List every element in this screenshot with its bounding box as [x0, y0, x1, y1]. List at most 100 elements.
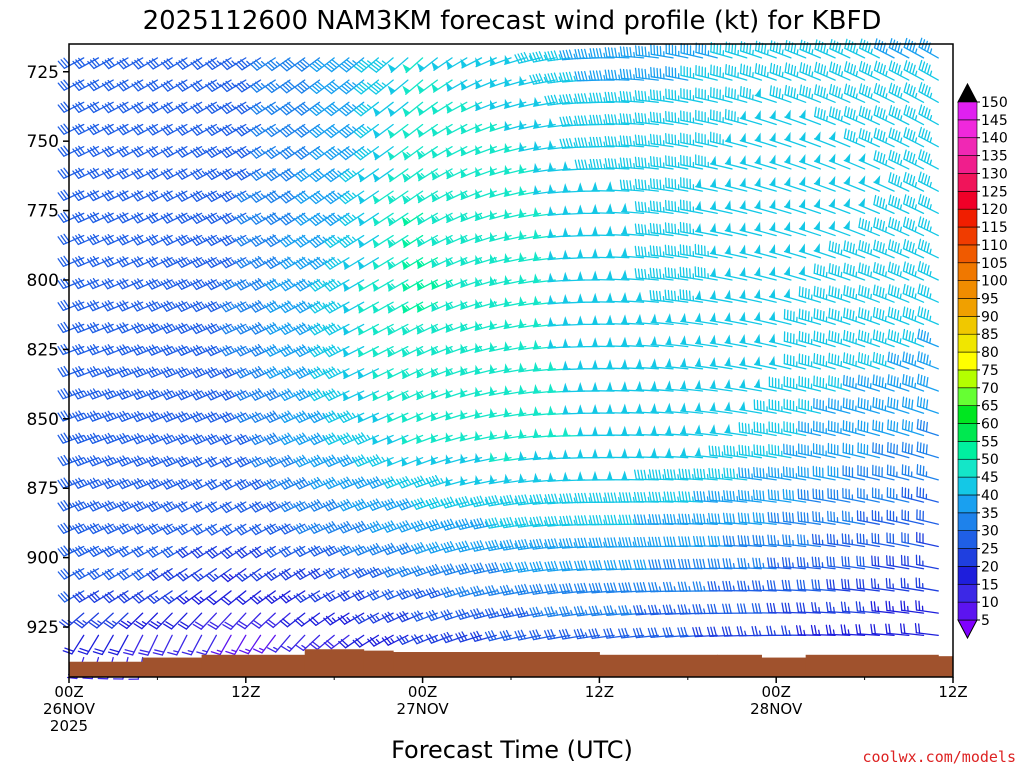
wind-barb [902, 283, 925, 303]
wind-barb [665, 110, 689, 126]
wind-barb [647, 604, 674, 616]
wind-barb [650, 335, 674, 348]
wind-barb [440, 541, 468, 554]
x-tick-label: 12Z [585, 683, 614, 701]
wind-barb [591, 315, 615, 326]
wind-barb [485, 495, 512, 507]
wind-barb [648, 491, 674, 503]
wind-barb [386, 257, 409, 270]
wind-barb [619, 157, 645, 170]
wind-barb [663, 468, 689, 481]
wind-barb [387, 146, 409, 161]
wind-barb [279, 101, 306, 116]
wind-barb [647, 627, 674, 639]
wind-barb [753, 466, 777, 481]
colorbar-label: 75 [981, 363, 999, 379]
wind-barb [337, 234, 365, 248]
wind-barb [695, 109, 718, 126]
wind-barb [573, 628, 601, 640]
wind-barb [918, 37, 939, 59]
colorbar-label: 125 [981, 184, 1008, 200]
wind-barb [264, 190, 291, 204]
wind-barb [210, 634, 232, 656]
wind-barb [249, 79, 276, 93]
wind-barb [619, 179, 645, 192]
wind-barb [308, 168, 335, 183]
wind-barb [514, 494, 542, 506]
wind-barb [620, 358, 645, 370]
wind-barb [118, 612, 144, 630]
wind-barb [559, 515, 586, 527]
colorbar-swatch [957, 458, 978, 478]
wind-barb [485, 539, 512, 552]
wind-barb [679, 221, 704, 237]
wind-barb [917, 193, 939, 215]
wind-barb [635, 291, 659, 303]
wind-barb [366, 454, 394, 467]
wind-barb [163, 612, 188, 630]
wind-barb [249, 501, 276, 513]
wind-barb [782, 511, 807, 525]
x-tick-label: 00Z [762, 683, 791, 701]
wind-barb [635, 380, 659, 392]
wind-barb [604, 69, 630, 81]
wind-barb [680, 154, 704, 170]
x-tick-label: 27NOV [397, 700, 450, 718]
colorbar-label: 5 [981, 613, 990, 629]
wind-barb [401, 323, 424, 336]
wind-barb [372, 368, 394, 380]
wind-barb [322, 300, 350, 314]
wind-barb [430, 234, 453, 247]
wind-barb [145, 478, 173, 490]
wind-barb [372, 123, 394, 139]
wind-barb [544, 629, 571, 640]
wind-barb [263, 278, 291, 291]
wind-barb [606, 336, 630, 348]
wind-barb [323, 234, 350, 248]
wind-barb [680, 110, 704, 126]
wind-barb [724, 423, 748, 437]
wind-barb [295, 634, 321, 651]
wind-barb [264, 146, 291, 160]
wind-barb [357, 234, 380, 248]
wind-barb [101, 410, 129, 422]
wind-barb [588, 582, 615, 594]
wind-barb [619, 135, 645, 148]
credit-link[interactable]: coolwx.com/models [862, 748, 1016, 766]
wind-barb [401, 168, 424, 183]
wind-barb [799, 84, 822, 103]
wind-barb [160, 256, 188, 268]
wind-barb [648, 536, 674, 548]
wind-barb [574, 492, 601, 504]
terrain-segment [761, 657, 807, 677]
wind-barb [665, 133, 689, 148]
wind-barb [707, 603, 733, 615]
wind-barb [249, 590, 276, 605]
wind-barb [386, 301, 409, 314]
wind-barb [634, 112, 659, 126]
wind-barb [634, 178, 659, 192]
wind-barb [308, 212, 335, 227]
wind-barb [86, 432, 114, 444]
wind-barb [917, 261, 939, 281]
x-axis-label: Forecast Time (UTC) [391, 736, 633, 764]
wind-barb [887, 239, 910, 259]
colorbar-label: 85 [981, 327, 999, 343]
wind-barb [589, 114, 615, 126]
wind-barb [455, 562, 483, 575]
wind-barb [307, 410, 335, 424]
wind-barb [618, 605, 645, 616]
wind-barb [695, 132, 718, 148]
wind-barb [309, 634, 335, 651]
wind-barb [709, 131, 733, 148]
wind-barb [308, 234, 335, 248]
wind-barb [177, 612, 203, 630]
wind-barb [504, 54, 527, 65]
wind-barb [401, 434, 424, 445]
wind-barb [131, 523, 159, 535]
wind-barb [207, 612, 232, 630]
wind-barb [396, 520, 424, 533]
colorbar-swatch [957, 387, 978, 406]
wind-barb [77, 634, 100, 655]
wind-barb [372, 234, 394, 248]
